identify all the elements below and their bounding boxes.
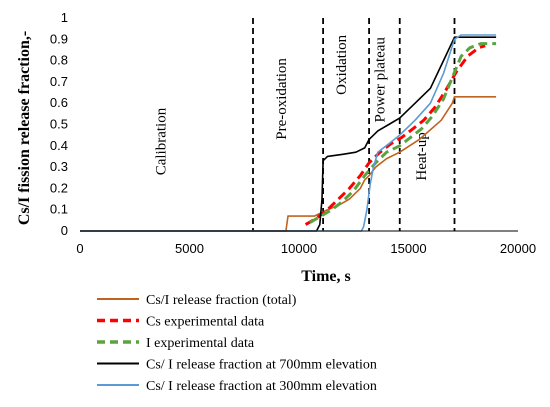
y-axis-title: Cs/I fission release fraction,- bbox=[16, 31, 33, 225]
y-tick-group: 0 0.1 0.2 0.3 0.4 0.5 0.6 0.7 0.8 0.9 1 bbox=[50, 10, 68, 238]
series-group bbox=[80, 34, 497, 232]
y-tick-label: 0.4 bbox=[50, 138, 68, 153]
y-tick-label: 0.9 bbox=[50, 31, 68, 46]
x-tick-label: 15000 bbox=[390, 241, 426, 256]
phase-label: Pre-oxidation bbox=[274, 58, 290, 140]
x-tick-label: 20000 bbox=[500, 241, 536, 256]
phase-label-group: Calibration Pre-oxidation Oxidation Power p… bbox=[153, 34, 430, 180]
x-tick-label: 5000 bbox=[175, 241, 204, 256]
legend-label-2: Cs experimental data bbox=[146, 315, 265, 330]
series-line-5 bbox=[80, 34, 497, 232]
y-tick-label: 0.1 bbox=[50, 202, 68, 217]
phase-divider-group bbox=[252, 18, 456, 231]
y-tick-label: 0.7 bbox=[50, 74, 68, 89]
y-tick-label: 0.3 bbox=[50, 159, 68, 174]
y-tick-label: 0.6 bbox=[50, 95, 68, 110]
y-tick-label: 0.2 bbox=[50, 180, 68, 195]
phase-label: Power plateau bbox=[372, 37, 388, 123]
series-line-2 bbox=[304, 44, 486, 226]
legend-label-1: Cs/I release fraction (total) bbox=[146, 293, 297, 308]
phase-label: Calibration bbox=[153, 107, 169, 175]
phase-label: Oxidation bbox=[334, 34, 350, 94]
x-tick-group: 0 5000 10000 15000 20000 bbox=[76, 241, 536, 256]
x-tick-label: 0 bbox=[76, 241, 83, 256]
legend: Cs/I release fraction (total) Cs experime… bbox=[97, 293, 377, 394]
legend-label-3: I experimental data bbox=[146, 336, 255, 351]
series-line-4 bbox=[80, 36, 497, 232]
legend-label-4: Cs/ I release fraction at 700mm elevatio… bbox=[146, 358, 377, 373]
legend-label-5: Cs/ I release fraction at 300mm elevatio… bbox=[146, 379, 377, 394]
x-tick-label: 10000 bbox=[281, 241, 317, 256]
y-tick-label: 0 bbox=[61, 223, 68, 238]
y-tick-label: 0.8 bbox=[50, 53, 68, 68]
series-line-3 bbox=[309, 42, 497, 224]
series-line-1 bbox=[80, 96, 497, 232]
x-axis-title: Time, s bbox=[301, 268, 350, 285]
y-tick-label: 1 bbox=[61, 10, 68, 25]
y-tick-label: 0.5 bbox=[50, 117, 68, 132]
phase-label: Heat-up bbox=[414, 132, 430, 180]
